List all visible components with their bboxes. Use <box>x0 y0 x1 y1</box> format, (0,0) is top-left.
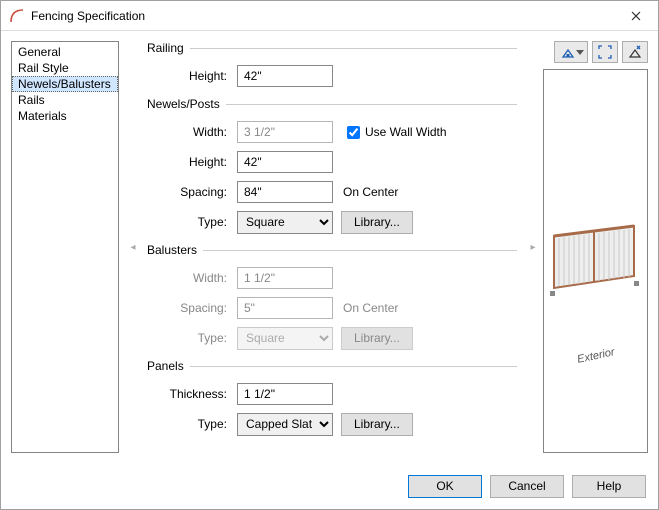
group-label-newels: Newels/Posts <box>147 97 226 111</box>
newels-height-label: Height: <box>147 155 237 169</box>
panels-thickness-label: Thickness: <box>147 387 237 401</box>
panels-type-label: Type: <box>147 417 237 431</box>
window-title: Fencing Specification <box>31 9 613 23</box>
group-railing: Railing Height: <box>147 41 517 89</box>
group-balusters: Balusters Width: Spacing: On Center Type… <box>147 243 517 351</box>
cancel-button[interactable]: Cancel <box>490 475 564 498</box>
zoom-extents-button[interactable] <box>592 41 618 63</box>
nav-item-general[interactable]: General <box>12 44 118 60</box>
newels-spacing-label: Spacing: <box>147 185 237 199</box>
dialog-footer: OK Cancel Help <box>1 463 658 509</box>
railing-height-label: Height: <box>147 69 237 83</box>
form-panel: Railing Height: Newels/Posts Width: Use … <box>147 41 523 453</box>
balusters-spacing-label: Spacing: <box>147 301 237 315</box>
preview-options-button[interactable] <box>622 41 648 63</box>
balusters-spacing-input <box>237 297 333 319</box>
balusters-library-button: Library... <box>341 327 413 350</box>
help-button[interactable]: Help <box>572 475 646 498</box>
preview-panel[interactable]: Exterior <box>543 69 648 453</box>
group-label-railing: Railing <box>147 41 190 55</box>
fence-preview-icon <box>548 171 643 351</box>
railing-height-input[interactable] <box>237 65 333 87</box>
panels-thickness-input[interactable] <box>237 383 333 405</box>
use-wall-width-checkbox[interactable]: Use Wall Width <box>343 123 447 142</box>
newels-height-input[interactable] <box>237 151 333 173</box>
use-wall-width-label: Use Wall Width <box>365 125 447 139</box>
group-panels: Panels Thickness: Type: Capped Slatted L… <box>147 359 517 437</box>
group-newels: Newels/Posts Width: Use Wall Width Heigh… <box>147 97 517 235</box>
titlebar: Fencing Specification <box>1 1 658 31</box>
nav-item-newels-balusters[interactable]: Newels/Balusters <box>12 76 118 92</box>
right-pane: Exterior <box>543 41 648 453</box>
balusters-width-input <box>237 267 333 289</box>
view-mode-button[interactable] <box>554 41 588 63</box>
group-label-balusters: Balusters <box>147 243 203 257</box>
nav-item-materials[interactable]: Materials <box>12 108 118 124</box>
dialog-body: General Rail Style Newels/Balusters Rail… <box>1 31 658 463</box>
balusters-type-label: Type: <box>147 331 237 345</box>
newels-type-select[interactable]: Square <box>237 211 333 234</box>
newels-library-button[interactable]: Library... <box>341 211 413 234</box>
nav-item-rails[interactable]: Rails <box>12 92 118 108</box>
balusters-width-label: Width: <box>147 271 237 285</box>
content-area: Railing Height: Newels/Posts Width: Use … <box>147 41 648 453</box>
nav-item-rail-style[interactable]: Rail Style <box>12 60 118 76</box>
preview-collapse-handle[interactable]: ▸ <box>529 41 537 453</box>
newels-spacing-input[interactable] <box>237 181 333 203</box>
group-label-panels: Panels <box>147 359 190 373</box>
close-button[interactable] <box>613 1 658 31</box>
preview-toolbar <box>543 41 648 63</box>
newels-on-center-label: On Center <box>343 185 398 199</box>
newels-width-label: Width: <box>147 125 237 139</box>
panels-library-button[interactable]: Library... <box>341 413 413 436</box>
use-wall-width-input[interactable] <box>347 126 360 139</box>
nav-collapse-handle[interactable]: ◂ <box>129 41 137 453</box>
newels-type-label: Type: <box>147 215 237 229</box>
balusters-on-center-label: On Center <box>343 301 398 315</box>
newels-width-input <box>237 121 333 143</box>
ok-button[interactable]: OK <box>408 475 482 498</box>
nav-tree: General Rail Style Newels/Balusters Rail… <box>11 41 119 453</box>
balusters-type-select: Square <box>237 327 333 350</box>
app-icon <box>9 8 25 24</box>
dialog-window: Fencing Specification General Rail Style… <box>0 0 659 510</box>
panels-type-select[interactable]: Capped Slatted <box>237 413 333 436</box>
